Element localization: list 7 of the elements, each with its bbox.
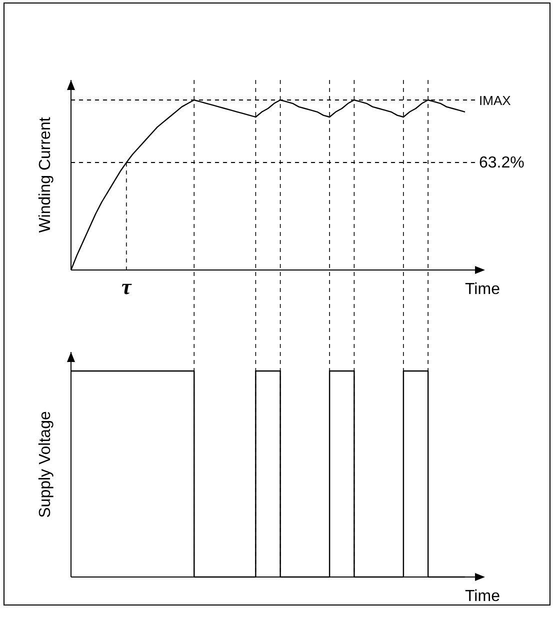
y-axis-title: Supply Voltage [37, 411, 54, 518]
y-axis-title: Winding Current [37, 116, 54, 233]
ref-line-label: IMAX [479, 93, 512, 108]
x-axis-title: Time [465, 281, 500, 298]
ref-line-label: 63.2% [479, 154, 524, 172]
x-axis-title: Time [465, 588, 500, 605]
text: τ [122, 274, 133, 299]
